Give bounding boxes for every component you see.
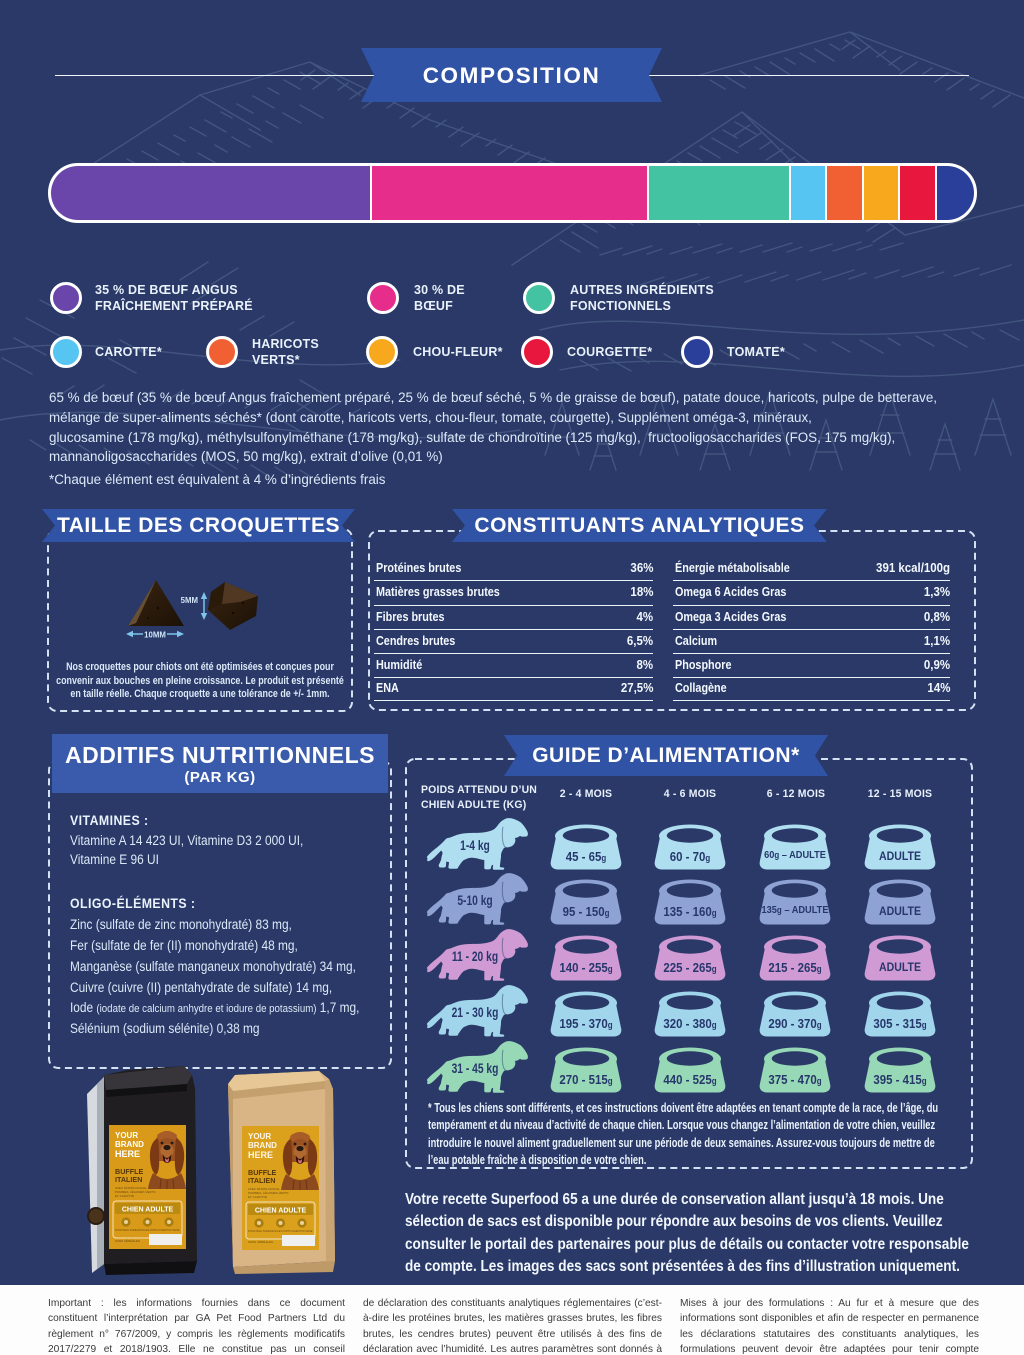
svg-text:10MM: 10MM bbox=[144, 631, 166, 640]
svg-text:DIGESTION SAINE: DIGESTION SAINE bbox=[159, 1229, 180, 1232]
svg-text:POMMES, LÉGUMES VERTS: POMMES, LÉGUMES VERTS bbox=[115, 1189, 155, 1194]
svg-text:AVEC PATATE DOUCE,: AVEC PATATE DOUCE, bbox=[115, 1186, 147, 1190]
svg-text:POMMES, LÉGUMES VERTS: POMMES, LÉGUMES VERTS bbox=[248, 1190, 288, 1195]
svg-text:HERE: HERE bbox=[248, 1150, 273, 1160]
svg-text:BUFFLE: BUFFLE bbox=[115, 1167, 144, 1176]
svg-text:HERE: HERE bbox=[115, 1149, 140, 1159]
svg-text:YOUR: YOUR bbox=[248, 1132, 271, 1141]
svg-text:CHIEN ADULTE: CHIEN ADULTE bbox=[255, 1208, 307, 1215]
svg-text:POUR PEAU SAINE: POUR PEAU SAINE bbox=[248, 1230, 270, 1233]
svg-text:5MM: 5MM bbox=[181, 596, 198, 605]
svg-text:POUR PEAU SAINE: POUR PEAU SAINE bbox=[115, 1229, 137, 1232]
svg-text:SANS CÉRÉALES: SANS CÉRÉALES bbox=[248, 1239, 273, 1244]
svg-text:CHIEN ADULTE: CHIEN ADULTE bbox=[122, 1207, 174, 1214]
svg-text:ITALIEN: ITALIEN bbox=[248, 1176, 275, 1185]
svg-text:BRAND: BRAND bbox=[248, 1141, 277, 1150]
svg-text:DIGESTION SAINE: DIGESTION SAINE bbox=[292, 1230, 313, 1233]
svg-text:MUSCLES FORTS: MUSCLES FORTS bbox=[137, 1229, 158, 1232]
svg-text:SANS CÉRÉALES: SANS CÉRÉALES bbox=[115, 1238, 140, 1243]
svg-text:BUFFLE: BUFFLE bbox=[248, 1168, 277, 1177]
svg-text:AVEC PATATE DOUCE,: AVEC PATATE DOUCE, bbox=[248, 1187, 280, 1191]
svg-text:YOUR: YOUR bbox=[115, 1131, 138, 1140]
svg-text:MUSCLES FORTS: MUSCLES FORTS bbox=[270, 1230, 291, 1233]
svg-text:ITALIEN: ITALIEN bbox=[115, 1175, 142, 1184]
svg-text:ET CAROTTE: ET CAROTTE bbox=[115, 1194, 134, 1198]
svg-text:BRAND: BRAND bbox=[115, 1140, 144, 1149]
svg-text:ET CAROTTE: ET CAROTTE bbox=[248, 1195, 267, 1199]
